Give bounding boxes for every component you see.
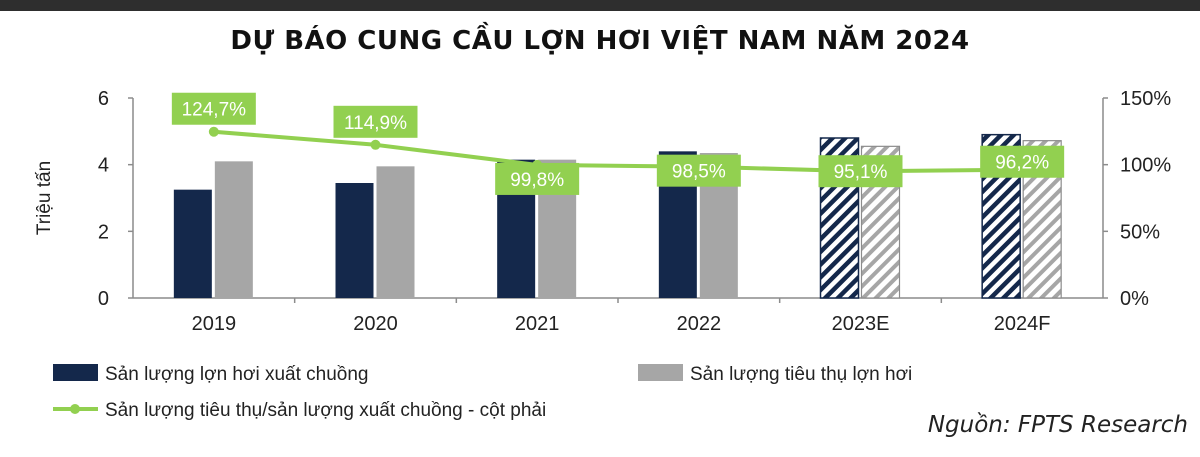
ratio-label: 99,8% (510, 170, 564, 191)
consumption-bar (214, 161, 253, 298)
legend-label-ratio: Sản lượng tiêu thụ/sản lượng xuất chuồng… (105, 400, 546, 421)
ratio-label: 96,2% (995, 153, 1049, 174)
x-tick-label: 2024F (994, 313, 1051, 335)
x-tick-label: 2023E (832, 313, 890, 335)
consumption-bar (376, 166, 415, 298)
chart-title: DỰ BÁO CUNG CẦU LỢN HƠI VIỆT NAM NĂM 202… (230, 26, 970, 56)
left-tick-label: 0 (98, 288, 109, 310)
source-note: Nguồn: FPTS Research (927, 412, 1188, 438)
right-tick-label: 150% (1120, 88, 1171, 110)
x-tick-label: 2020 (353, 313, 398, 335)
supply-bar (173, 189, 212, 298)
ratio-label: 124,7% (182, 100, 247, 121)
top-bar (0, 0, 1200, 11)
ratio-label: 95,1% (834, 162, 888, 183)
left-tick-label: 6 (98, 88, 109, 110)
ratio-label: 98,5% (672, 162, 726, 183)
x-tick-label: 2019 (192, 313, 237, 335)
legend-swatch-consumption (638, 364, 683, 381)
legend-label-consumption: Sản lượng tiêu thụ lợn hơi (690, 364, 912, 385)
right-tick-label: 0% (1120, 288, 1149, 310)
left-tick-label: 2 (98, 221, 109, 243)
ratio-point (208, 126, 219, 137)
y-axis-title: Triệu tấn (34, 161, 55, 235)
x-tick-label: 2022 (677, 313, 722, 335)
ratio-label-box (818, 155, 903, 188)
legend-swatch-supply (53, 364, 98, 381)
ratio-point (370, 139, 381, 150)
right-tick-label: 100% (1120, 155, 1171, 177)
ratio-label-box (333, 105, 418, 138)
ratio-label-box (980, 145, 1065, 178)
ratio-label-box (656, 154, 741, 187)
legend-marker-ratio (70, 404, 80, 414)
right-tick-label: 50% (1120, 221, 1160, 243)
legend-label-supply: Sản lượng lợn hơi xuất chuồng (105, 364, 368, 385)
left-tick-label: 4 (98, 155, 109, 177)
ratio-label-box (495, 162, 580, 195)
supply-bar (335, 183, 374, 298)
ratio-label-box (171, 92, 256, 125)
ratio-label: 114,9% (344, 113, 407, 134)
x-tick-label: 2021 (515, 313, 560, 335)
